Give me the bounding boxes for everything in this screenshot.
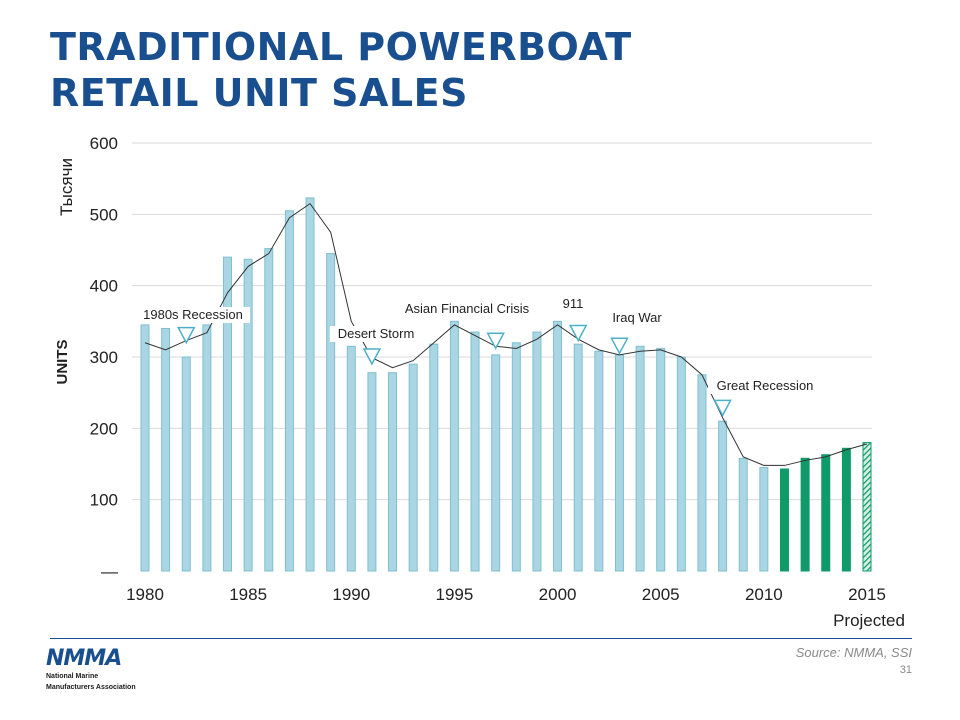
bar-1987 — [284, 210, 294, 572]
y-tick-label: 400 — [90, 277, 118, 296]
y-tick-label: 600 — [90, 134, 118, 153]
bar-2011 — [779, 468, 789, 572]
y-unit-label: Тысячи — [57, 158, 76, 216]
bar-1990 — [346, 345, 356, 572]
annotation-bg — [708, 378, 822, 394]
bar-1984 — [223, 256, 233, 572]
annotation-label: Iraq War — [612, 310, 662, 325]
bar-1981 — [161, 327, 171, 572]
annotation-bg — [136, 307, 250, 323]
bar-1994 — [429, 343, 439, 572]
annotation-label: Desert Storm — [338, 326, 415, 341]
source-note: Source: NMMA, SSI — [795, 645, 912, 660]
bar-2015 — [862, 442, 872, 572]
y-tick-label: 500 — [90, 205, 118, 224]
trend-line — [144, 202, 868, 466]
logo-line-2: Manufacturers Association — [46, 684, 136, 691]
annotation-bg — [384, 301, 550, 317]
bar-2014 — [841, 447, 851, 572]
bar-2003 — [614, 354, 624, 572]
bar-2002 — [594, 350, 604, 572]
x-tick-label: 1995 — [436, 585, 474, 604]
annotation-marker — [362, 348, 382, 366]
page-number: 31 — [899, 664, 912, 676]
x-tick-label: 1990 — [332, 585, 370, 604]
x-tick-label: 2005 — [642, 585, 680, 604]
annotation-bg — [559, 296, 587, 312]
bar-1985 — [243, 258, 253, 572]
y-axis-title: UNITS — [54, 340, 71, 385]
bar-1996 — [470, 331, 480, 572]
bar-2008 — [718, 420, 728, 572]
y-tick-label: 200 — [90, 419, 118, 438]
annotation-label: 911 — [563, 296, 584, 311]
bar-1983 — [202, 324, 212, 572]
logo-line-1: National Marine — [46, 673, 99, 680]
bar-1988 — [305, 197, 315, 572]
y-tick-label: — — [101, 562, 118, 581]
annotation-marker — [713, 399, 732, 417]
footer-divider — [50, 638, 912, 639]
annotation-label: Great Recession — [717, 378, 814, 393]
annotation-bg — [329, 326, 423, 342]
bar-1980 — [140, 324, 150, 572]
annotation-label: 1980s Recession — [143, 307, 243, 322]
bar-1998 — [511, 342, 521, 572]
title-line-2: RETAIL UNIT SALES — [50, 71, 468, 115]
bar-1999 — [532, 331, 542, 572]
bar-2013 — [821, 454, 831, 572]
bar-1995 — [449, 320, 459, 572]
annotation-marker — [568, 324, 588, 343]
x-tick-label: 2015 — [848, 585, 886, 604]
bar-2012 — [800, 457, 810, 572]
bar-2010 — [759, 467, 769, 572]
x-tick-label: 2010 — [745, 585, 783, 604]
bar-1989 — [326, 253, 336, 572]
bar-2009 — [738, 457, 748, 572]
bar-2004 — [635, 345, 645, 572]
bar-1986 — [264, 248, 274, 572]
annotation-marker — [177, 326, 196, 345]
bar-1993 — [408, 363, 418, 572]
bar-1992 — [388, 372, 398, 572]
annotation-label: Asian Financial Crisis — [405, 301, 530, 316]
projected-label: Projected — [833, 611, 905, 630]
unit-sales-chart: — 100 200 300 400 500 600 Тысячи UNITS 1980 1985 19… — [54, 134, 905, 630]
page-title: TRADITIONAL POWERBOAT RETAIL UNIT SALES — [50, 24, 632, 116]
x-tick-label: 2000 — [539, 585, 577, 604]
bar-2005 — [656, 347, 666, 572]
bar-2006 — [676, 356, 686, 572]
x-tick-label: 1985 — [229, 585, 267, 604]
y-tick-label: 100 — [90, 491, 118, 510]
bar-2007 — [697, 374, 707, 572]
bar-2001 — [573, 343, 583, 572]
title-line-1: TRADITIONAL POWERBOAT — [50, 25, 632, 69]
annotation-marker — [610, 337, 629, 355]
bar-1991 — [367, 372, 377, 572]
x-tick-label: 1980 — [126, 585, 164, 604]
bar-1997 — [491, 354, 501, 572]
logo-mark: NMMA — [46, 646, 122, 671]
annotation-bg — [605, 310, 669, 326]
nmma-logo: NMMA National Marine Manufacturers Assoc… — [46, 648, 136, 692]
bar-1982 — [181, 356, 191, 572]
annotation-marker — [486, 332, 505, 350]
bar-2000 — [553, 320, 563, 572]
y-tick-label: 300 — [90, 348, 118, 367]
